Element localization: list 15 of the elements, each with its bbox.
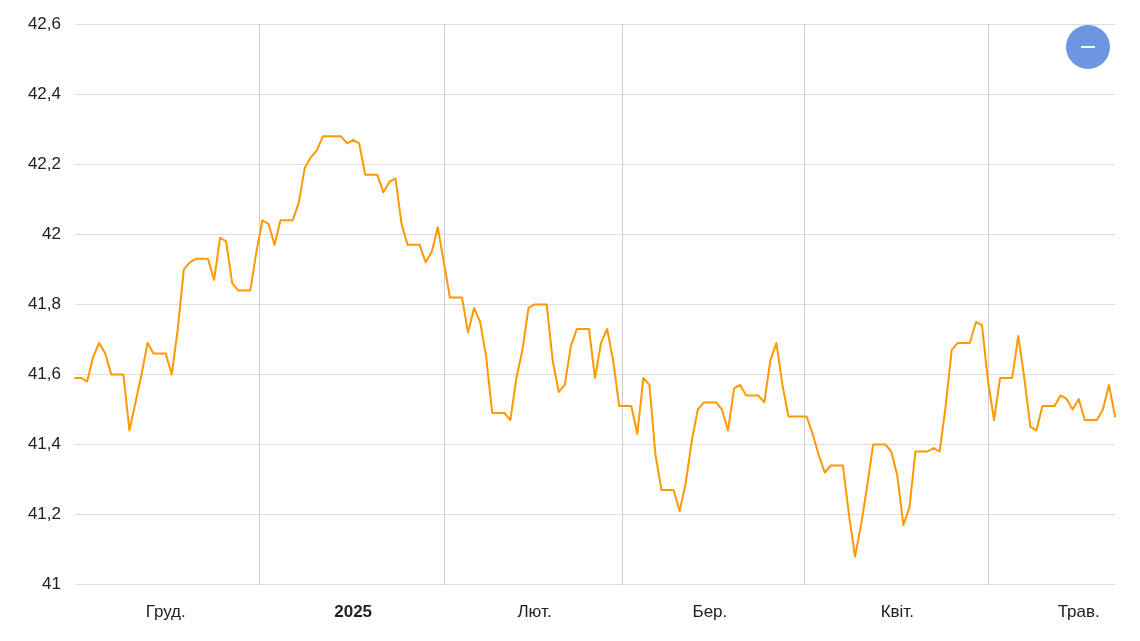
x-tick-label: Квіт. <box>880 602 914 622</box>
y-tick-label: 42,4 <box>27 83 61 103</box>
y-tick-label: 42,2 <box>27 153 61 173</box>
x-tick-label: Трав. <box>1057 602 1100 622</box>
y-tick-label: 41,8 <box>27 294 61 314</box>
x-tick-label: Груд. <box>145 602 186 622</box>
y-tick-label: 42,6 <box>27 13 61 33</box>
y-tick-label: 41 <box>42 574 61 594</box>
x-tick-label: Лют. <box>517 602 552 622</box>
x-tick-label: Бер. <box>692 602 728 622</box>
y-tick-label: 41,2 <box>27 504 61 524</box>
y-tick-label: 42 <box>42 224 61 244</box>
y-tick-label: 41,6 <box>27 364 61 384</box>
x-tick-label: 2025 <box>334 602 373 622</box>
y-tick-label: 41,4 <box>27 434 61 454</box>
